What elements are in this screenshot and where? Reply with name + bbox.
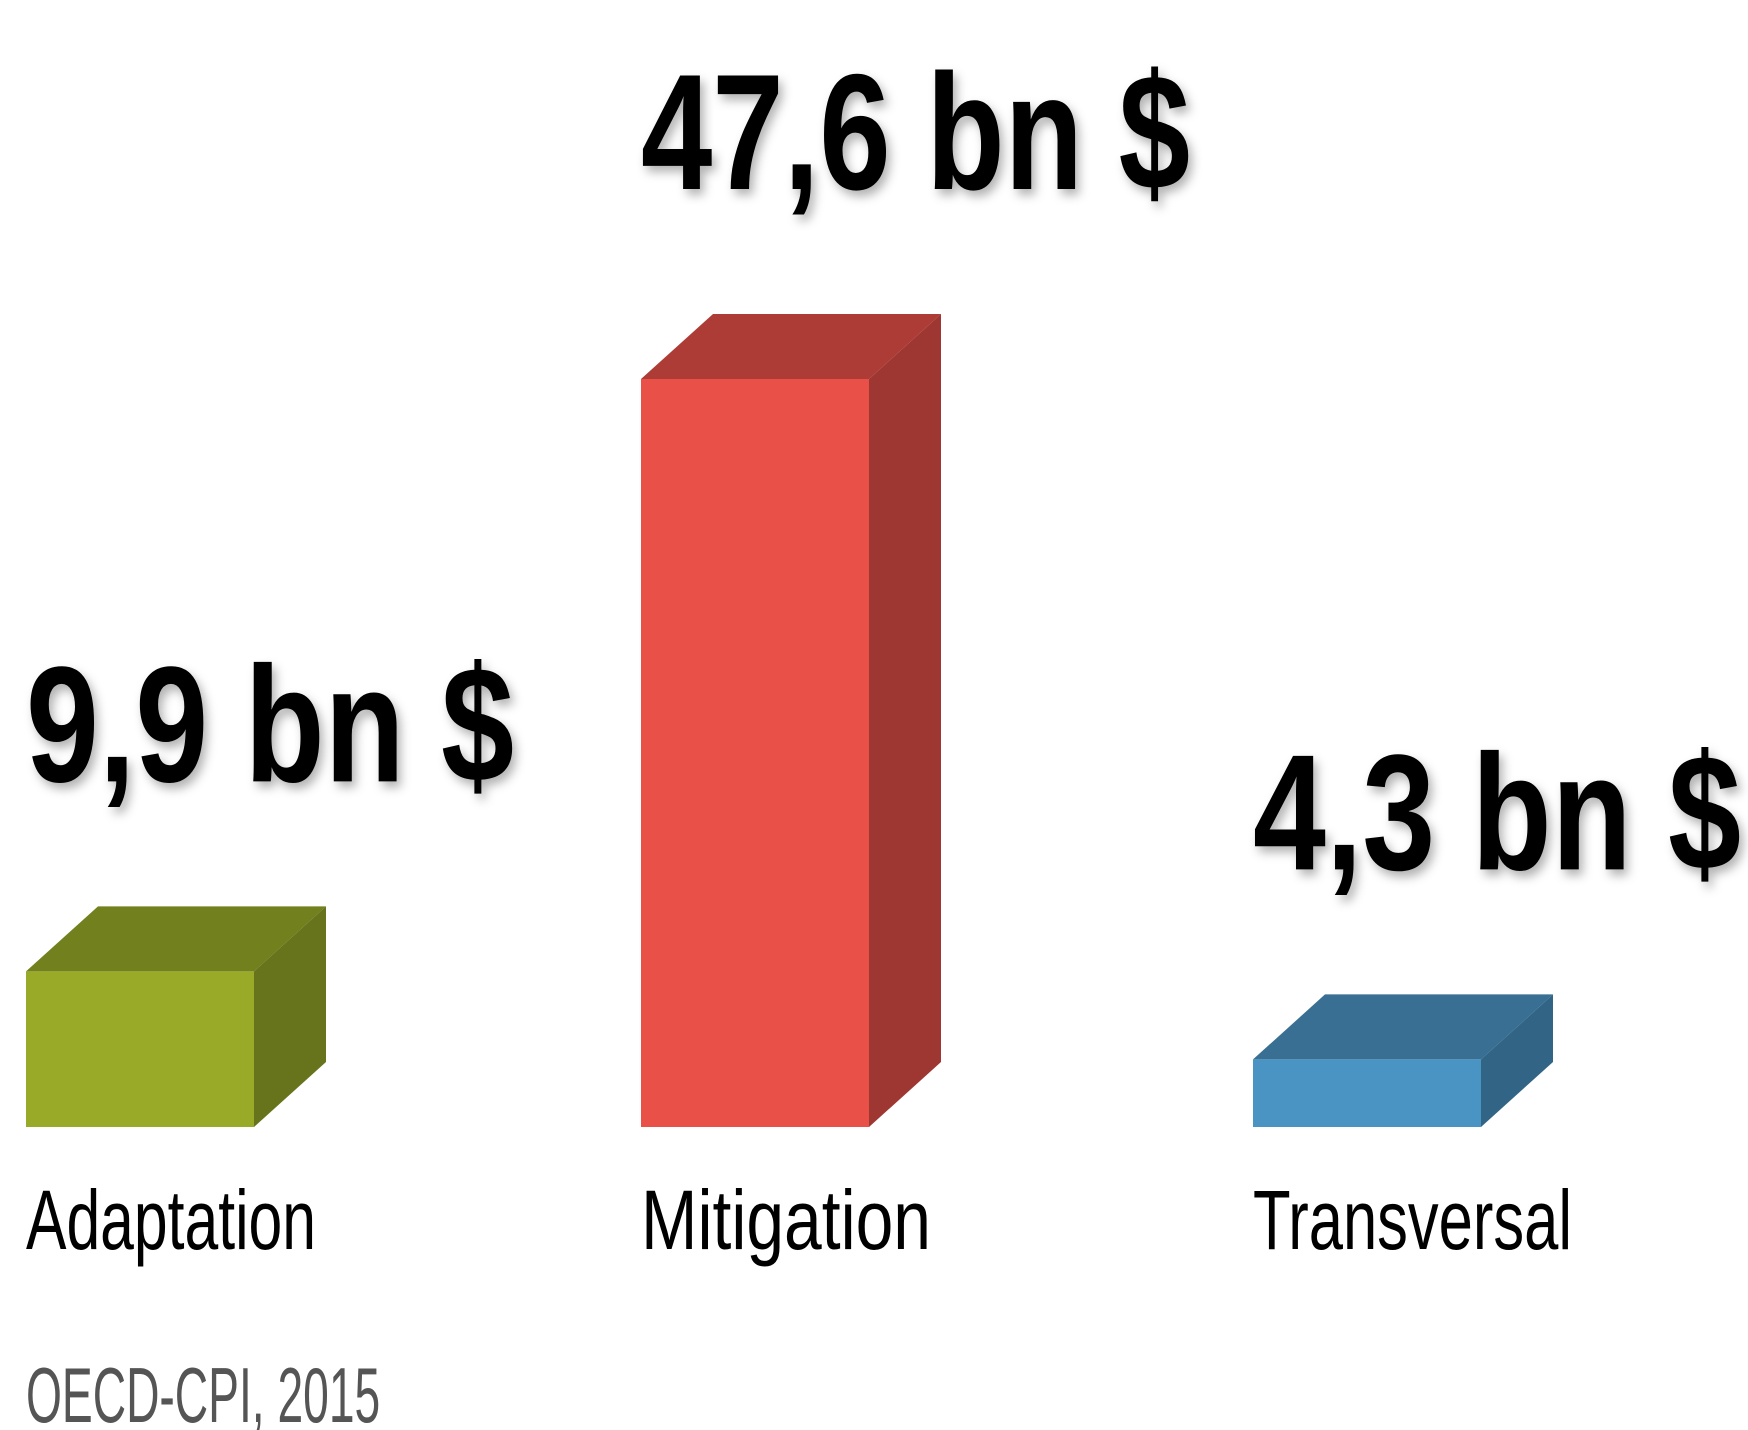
value-label: 9,9 bn $ (26, 632, 514, 816)
value-label: 47,6 bn $ (641, 40, 1190, 224)
bar (1253, 1059, 1481, 1127)
bar (641, 379, 869, 1127)
value-label: 4,3 bn $ (1253, 720, 1741, 904)
bar (26, 971, 254, 1127)
bar-side (254, 906, 326, 1127)
category-label: Mitigation (641, 1173, 931, 1267)
bar-side (869, 314, 941, 1127)
bar-top (26, 906, 326, 972)
bar-side (1481, 994, 1553, 1127)
bar-top (1253, 994, 1553, 1060)
source: OECD-CPI, 2015 (26, 1351, 380, 1430)
category-label: Adaptation (26, 1173, 316, 1267)
bar-top (641, 314, 941, 379)
category-label: Transversal (1253, 1173, 1572, 1267)
